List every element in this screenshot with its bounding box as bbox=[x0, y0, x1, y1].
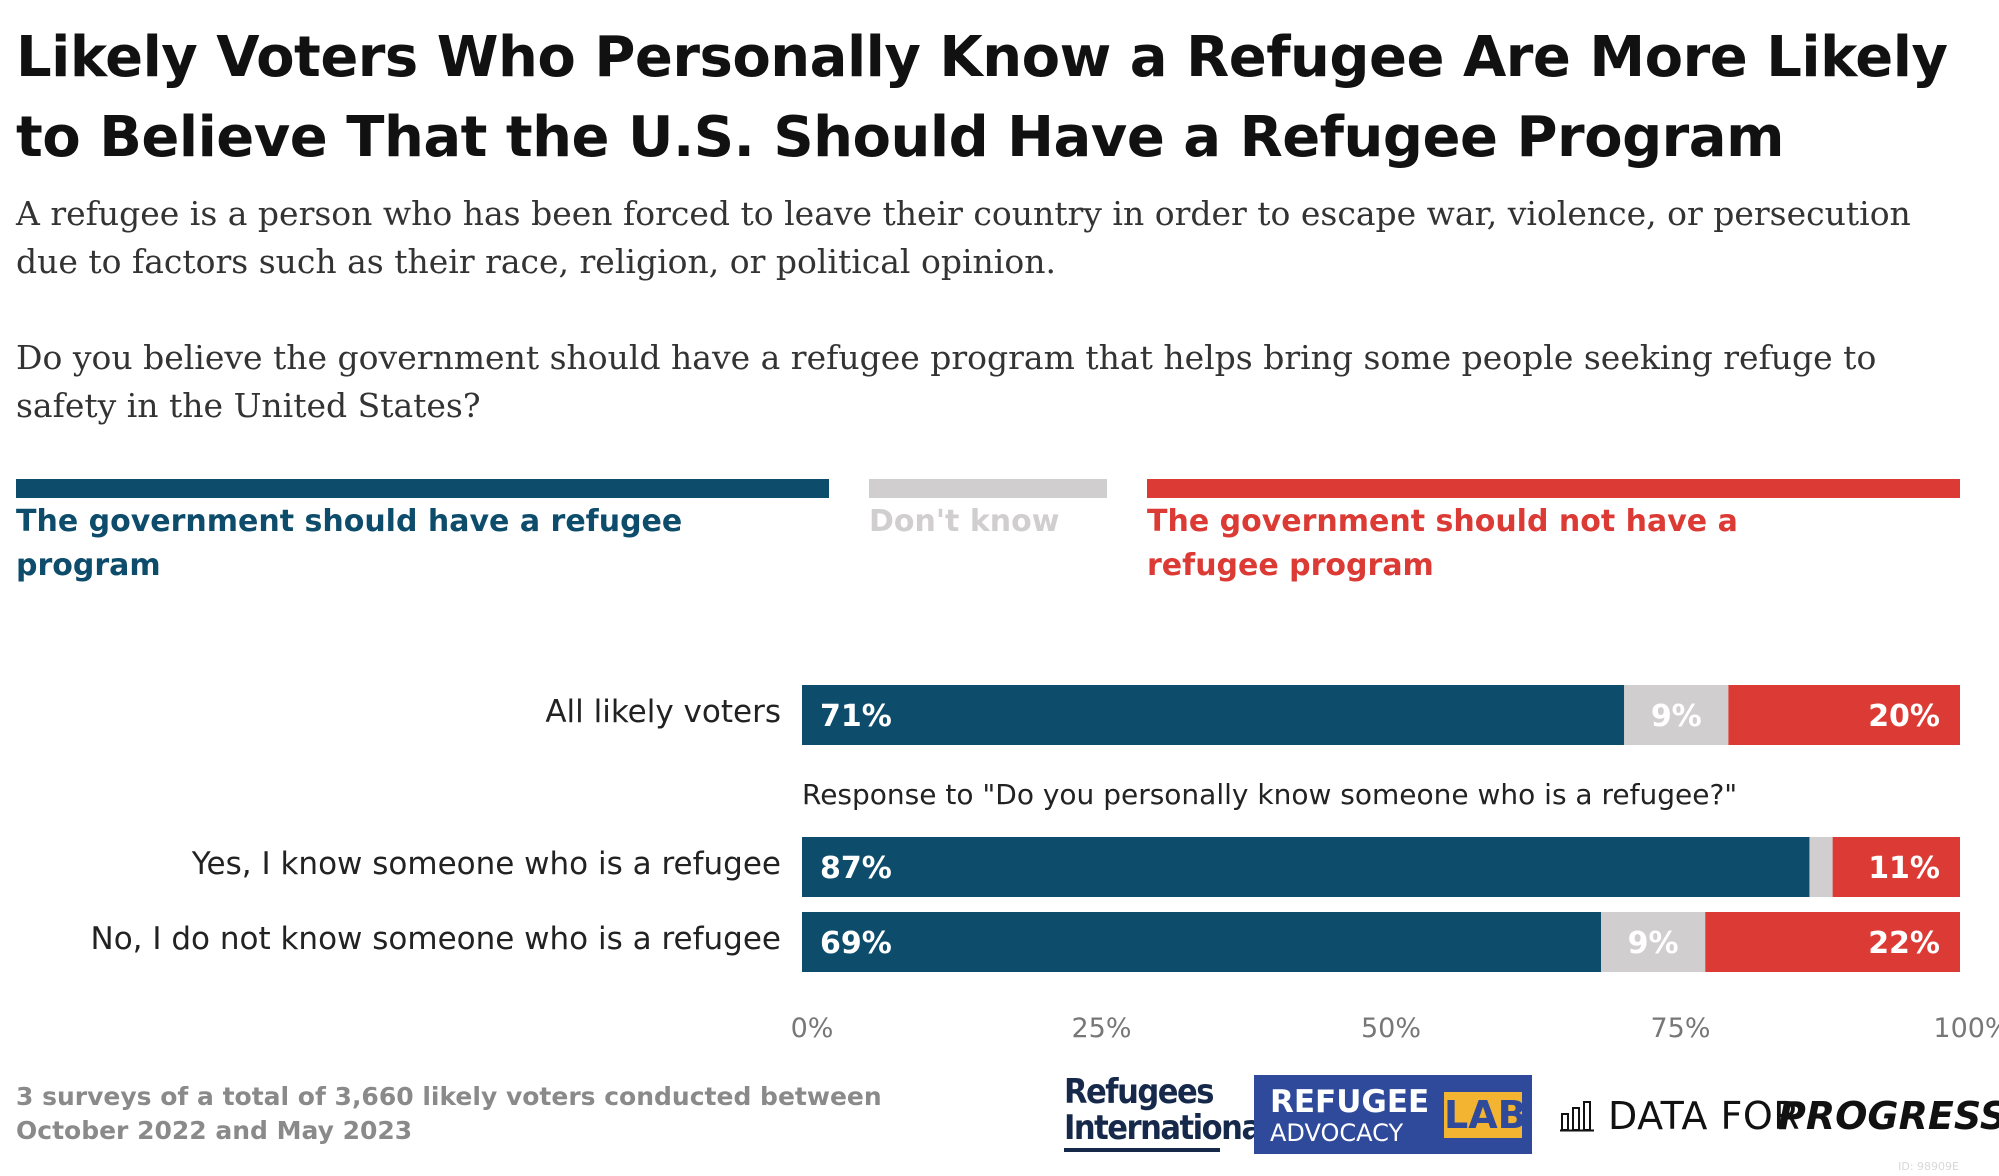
x-tick-label: 75% bbox=[1650, 1013, 1710, 1044]
bar-value-label: 9% bbox=[1651, 699, 1702, 734]
legend-label-have: The government should have a refugee pro… bbox=[16, 504, 683, 583]
legend-label-not-have: The government should not have a refugee… bbox=[1147, 504, 1738, 583]
legend-swatch-dont-know bbox=[869, 479, 1107, 498]
legend-swatch-not-have bbox=[1147, 479, 1960, 498]
bar-segment bbox=[1809, 837, 1833, 897]
bar-value-label: 11% bbox=[1868, 851, 1940, 886]
bar-segment bbox=[1601, 912, 1706, 972]
chart-title: Likely Voters Who Personally Know a Refu… bbox=[16, 25, 1948, 170]
x-tick-label: 100% bbox=[1933, 1013, 1999, 1044]
ral-logo-line2: ADVOCACY bbox=[1270, 1119, 1404, 1147]
bar-value-label: 9% bbox=[1628, 926, 1679, 961]
ral-logo-lab: LAB bbox=[1444, 1092, 1527, 1138]
refugee-advocacy-lab-logo: REFUGEE ADVOCACY LAB bbox=[1254, 1075, 1532, 1154]
bar-segment bbox=[1832, 837, 1960, 897]
dfp-logo-bold: PROGRESS bbox=[1778, 1094, 1999, 1138]
refugees-international-logo: Refugees International bbox=[1064, 1074, 1271, 1152]
category-label-all: All likely voters bbox=[545, 694, 781, 730]
bar-segment bbox=[1624, 685, 1729, 745]
chart-id: ID: 98909E bbox=[1898, 1160, 1959, 1173]
bar-value-label: 69% bbox=[820, 926, 892, 961]
bar-segment bbox=[802, 685, 1625, 745]
x-tick-label: 0% bbox=[791, 1013, 834, 1044]
stacked-bar-chart: 71% 9% 20% 87% 11% 69% 9% 22% 0% 25% 50% 75% 100% bbox=[791, 685, 1999, 1044]
bar-segment bbox=[802, 912, 1602, 972]
x-tick-label: 25% bbox=[1071, 1013, 1131, 1044]
bar-segment bbox=[802, 837, 1810, 897]
bar-segment bbox=[1705, 912, 1960, 972]
refugees-international-logo-text: Refugees International bbox=[1064, 1072, 1271, 1148]
legend-swatch-have bbox=[16, 479, 829, 498]
ral-logo-line1: REFUGEE bbox=[1270, 1084, 1430, 1120]
bar-segment bbox=[1728, 685, 1960, 745]
subtitle-question: Do you believe the government should hav… bbox=[16, 338, 1877, 425]
dfp-logo-plain: DATA FOR bbox=[1608, 1094, 1801, 1138]
bar-value-label: 22% bbox=[1868, 926, 1940, 961]
bar-chart-icon bbox=[1560, 1101, 1594, 1132]
footnote: 3 surveys of a total of 3,660 likely vot… bbox=[16, 1082, 882, 1145]
category-label-no: No, I do not know someone who is a refug… bbox=[90, 921, 782, 957]
x-tick-label: 50% bbox=[1361, 1013, 1421, 1044]
group-label: Response to "Do you personally know some… bbox=[802, 778, 1738, 811]
bar-value-label: 20% bbox=[1868, 699, 1940, 734]
legend-label-dont-know: Don't know bbox=[869, 504, 1060, 539]
category-label-yes: Yes, I know someone who is a refugee bbox=[191, 846, 781, 882]
subtitle-definition: A refugee is a person who has been force… bbox=[16, 194, 1911, 281]
bar-value-label: 71% bbox=[820, 699, 892, 734]
bar-value-label: 87% bbox=[820, 851, 892, 886]
